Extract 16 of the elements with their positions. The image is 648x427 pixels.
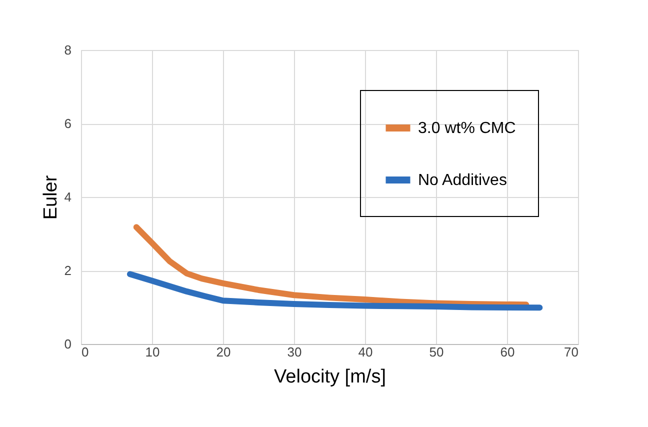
x-axis-title: Velocity [m/s] — [274, 366, 386, 388]
y-tick-label: 6 — [64, 116, 72, 131]
y-axis-title: Euler — [40, 174, 62, 220]
x-tick-label: 20 — [216, 344, 231, 360]
y-tick-label: 8 — [64, 42, 72, 58]
legend-label: No Additives — [418, 172, 507, 189]
x-tick-label: 30 — [287, 344, 302, 360]
x-tick-label: 40 — [358, 344, 373, 360]
x-tick-label: 10 — [145, 344, 160, 360]
y-tick-label: 2 — [64, 263, 72, 278]
x-tick-label: 70 — [564, 344, 578, 360]
x-tick-label: 60 — [500, 344, 515, 360]
x-tick-label: 50 — [429, 344, 444, 360]
legend-label: 3.0 wt% CMC — [418, 120, 516, 137]
x-tick-label: 0 — [82, 344, 89, 360]
y-tick-label: 4 — [64, 190, 72, 204]
